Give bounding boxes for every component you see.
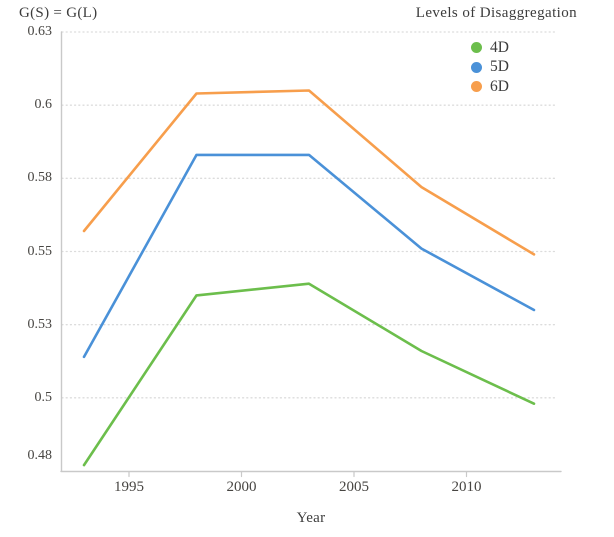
legend-dot-4D-icon [471, 42, 482, 54]
legend-dot-6D-icon [471, 81, 482, 93]
y-tick-label-0.58: 0.58 [27, 170, 53, 186]
legend: 4D 5D 6D [471, 38, 509, 97]
legend-item-label: 4D [490, 38, 509, 56]
x-tick-label-2005: 2005 [339, 479, 369, 495]
legend-item-5D: 5D [471, 58, 509, 78]
legend-item-6D: 6D [471, 77, 509, 97]
legend-item-label: 5D [490, 58, 509, 76]
legend-item-4D: 4D [471, 38, 509, 58]
y-tick-label-0.63: 0.63 [27, 24, 53, 39]
series-line-4D [82, 282, 536, 467]
y-tick-label-0.53: 0.53 [27, 316, 53, 332]
y-tick-label-0.48: 0.48 [27, 448, 53, 463]
series-line-6D [82, 89, 536, 256]
legend-item-label: 6D [490, 77, 509, 95]
x-tick-label-1995: 1995 [114, 479, 144, 495]
y-tick-label-0.6: 0.6 [34, 97, 53, 113]
series-line-5D [82, 153, 536, 359]
legend-title: Levels of Disaggregation [415, 5, 577, 21]
y-axis-title: G(S) = G(L) [19, 5, 98, 21]
y-tick-label-0.5: 0.5 [34, 389, 53, 405]
legend-dot-5D-icon [471, 61, 482, 73]
y-tick-label-0.55: 0.55 [27, 243, 53, 259]
x-tick-label-2010: 2010 [451, 479, 482, 495]
x-tick-label-2000: 2000 [226, 479, 257, 495]
x-axis-title: Year [296, 510, 326, 526]
